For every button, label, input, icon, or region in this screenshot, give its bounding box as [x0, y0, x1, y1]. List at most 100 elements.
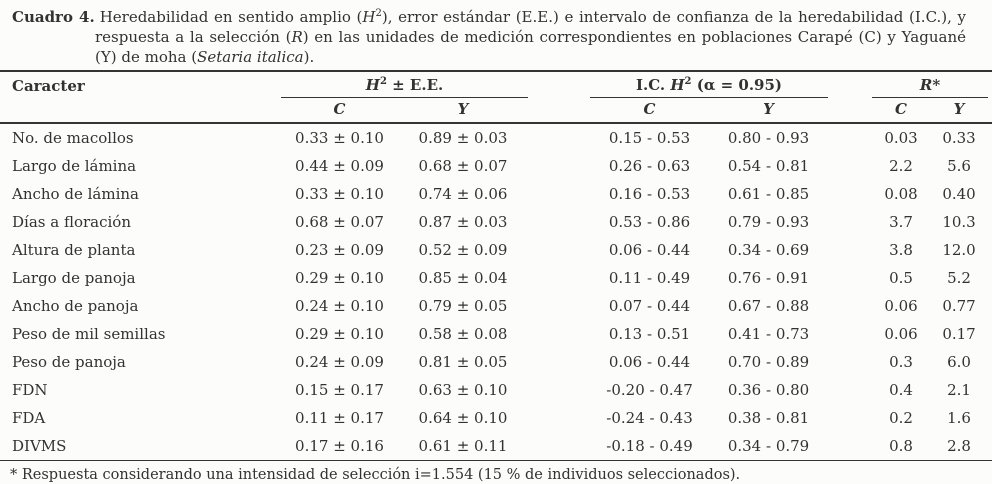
- cell-ic-y: 0.67 - 0.88: [727, 296, 810, 315]
- cell-r-y: 6.0: [947, 352, 971, 371]
- table-row: Días a floración 0.68 ± 0.07 0.87 ± 0.03 0.…: [0, 208, 992, 236]
- caption-text-3: ) en las unidades de medición correspond…: [95, 28, 966, 66]
- cell-caracter: Ancho de panoja: [12, 296, 139, 315]
- cell-caracter: FDA: [12, 408, 46, 427]
- cell-h2-c: 0.68 ± 0.07: [295, 212, 384, 231]
- cell-ic-y: 0.54 - 0.81: [727, 156, 810, 175]
- cell-ic-y: 0.80 - 0.93: [727, 128, 810, 147]
- caption-text-1: Heredabilidad en sentido amplio (: [99, 8, 363, 26]
- cell-caracter: Largo de lámina: [12, 156, 137, 175]
- cell-spacer: [828, 152, 872, 180]
- table-caption: Cuadro 4. Heredabilidad en sentido amplio…: [0, 0, 992, 67]
- subheader-h2-c: C: [281, 97, 398, 124]
- cell-r-y: 0.17: [942, 324, 976, 343]
- ic-h-symbol: H: [670, 76, 685, 94]
- cell-ic-y: 0.38 - 0.81: [727, 408, 810, 427]
- cell-spacer: [828, 236, 872, 264]
- cell-spacer: [988, 432, 992, 461]
- cell-spacer: [528, 236, 590, 264]
- cell-caracter: Peso de panoja: [12, 352, 126, 371]
- cell-h2-y: 0.61 ± 0.11: [398, 432, 529, 461]
- cell-r-c: 3.7: [889, 212, 913, 231]
- cell-h2-c: 0.33 ± 0.10: [295, 128, 384, 147]
- cell-spacer: [528, 376, 590, 404]
- cell-ic-y: 0.70 - 0.89: [727, 352, 810, 371]
- cell-spacer: [988, 292, 992, 320]
- cell-r-c: 0.8: [872, 432, 931, 461]
- cell-h2-y: 0.81 ± 0.05: [418, 352, 508, 371]
- table-row: DIVMS 0.17 ± 0.16 0.61 ± 0.11 -0.18 - 0.49 0…: [0, 432, 992, 461]
- cell-h2-c: 0.24 ± 0.09: [295, 352, 384, 371]
- cell-ic-c: 0.26 - 0.63: [608, 156, 691, 175]
- cell-h2-c: 0.29 ± 0.10: [295, 268, 384, 287]
- header-spacer: [988, 97, 992, 124]
- r-asterisk: *: [932, 76, 941, 94]
- cell-caracter: Días a floración: [12, 212, 131, 231]
- column-group-r: R*: [872, 71, 989, 98]
- cell-spacer: [828, 432, 873, 461]
- h2-symbol: H: [365, 76, 380, 94]
- cell-h2-c: 0.29 ± 0.10: [295, 324, 384, 343]
- table-row: Ancho de lámina 0.33 ± 0.10 0.74 ± 0.06 0.1…: [0, 180, 992, 208]
- cell-spacer: [528, 208, 590, 236]
- cell-spacer: [828, 180, 872, 208]
- header-spacer: [988, 71, 992, 98]
- cell-caracter: No. de macollos: [12, 128, 134, 147]
- header-spacer: [528, 71, 590, 98]
- heritability-table: Caracter H2 ± E.E. I.C. H2 (α = 0.95) R*…: [0, 70, 992, 461]
- cell-spacer: [988, 180, 992, 208]
- cell-spacer: [988, 152, 992, 180]
- cell-spacer: [988, 320, 992, 348]
- cell-h2-y: 0.89 ± 0.03: [418, 128, 508, 147]
- cell-r-y: 1.6: [947, 408, 971, 427]
- cell-ic-c: 0.06 - 0.44: [608, 352, 691, 371]
- cell-h2-y: 0.85 ± 0.04: [418, 268, 508, 287]
- cell-spacer: [528, 123, 590, 152]
- cell-spacer: [528, 348, 590, 376]
- cell-r-y: 5.2: [947, 268, 971, 287]
- cell-ic-c: 0.11 - 0.49: [608, 268, 691, 287]
- cell-caracter: Peso de mil semillas: [12, 324, 166, 343]
- cell-r-c: 0.3: [889, 352, 913, 371]
- subheader-ic-y: Y: [709, 97, 829, 124]
- cell-ic-c: 0.07 - 0.44: [608, 296, 691, 315]
- cell-h2-y: 0.68 ± 0.07: [418, 156, 508, 175]
- cell-spacer: [828, 376, 872, 404]
- cell-r-c: 2.2: [889, 156, 913, 175]
- cell-r-c: 0.2: [889, 408, 913, 427]
- cell-h2-y: 0.87 ± 0.03: [418, 212, 508, 231]
- cell-r-y: 2.1: [947, 380, 971, 399]
- table-row: No. de macollos 0.33 ± 0.10 0.89 ± 0.03 0.1…: [0, 123, 992, 152]
- cell-caracter: Largo de panoja: [12, 268, 136, 287]
- cell-caracter: FDN: [12, 380, 48, 399]
- cell-ic-c: -0.20 - 0.47: [606, 380, 693, 399]
- column-header-caracter: Caracter: [0, 71, 281, 124]
- h2-superscript: 2: [379, 76, 387, 87]
- cell-r-y: 0.77: [942, 296, 976, 315]
- cell-h2-y: 0.63 ± 0.10: [418, 380, 508, 399]
- header-spacer: [828, 71, 872, 98]
- cell-spacer: [988, 348, 992, 376]
- cell-spacer: [828, 123, 872, 152]
- cell-ic-y: 0.36 - 0.80: [727, 380, 810, 399]
- cell-spacer: [528, 152, 590, 180]
- subheader-h2-y: Y: [398, 97, 529, 124]
- cell-ic-c: 0.06 - 0.44: [608, 240, 691, 259]
- cell-r-y: 12.0: [942, 240, 976, 259]
- cell-ic-c: -0.18 - 0.49: [590, 432, 710, 461]
- cell-h2-c: 0.44 ± 0.09: [295, 156, 384, 175]
- cell-spacer: [828, 404, 872, 432]
- cell-r-c: 0.4: [889, 380, 913, 399]
- table-row: Ancho de panoja 0.24 ± 0.10 0.79 ± 0.05 0.0…: [0, 292, 992, 320]
- header-group-row: Caracter H2 ± E.E. I.C. H2 (α = 0.95) R*: [0, 71, 992, 124]
- cell-ic-c: 0.15 - 0.53: [608, 128, 691, 147]
- cell-spacer: [528, 432, 591, 461]
- ic-alpha-label: (α = 0.95): [691, 76, 783, 94]
- cell-spacer: [988, 264, 992, 292]
- cell-h2-c: 0.23 ± 0.09: [295, 240, 384, 259]
- cell-h2-c: 0.11 ± 0.17: [295, 408, 384, 427]
- cell-spacer: [528, 264, 590, 292]
- table-row: Altura de planta 0.23 ± 0.09 0.52 ± 0.09 0.…: [0, 236, 992, 264]
- cell-spacer: [528, 292, 590, 320]
- cell-h2-y: 0.64 ± 0.10: [418, 408, 508, 427]
